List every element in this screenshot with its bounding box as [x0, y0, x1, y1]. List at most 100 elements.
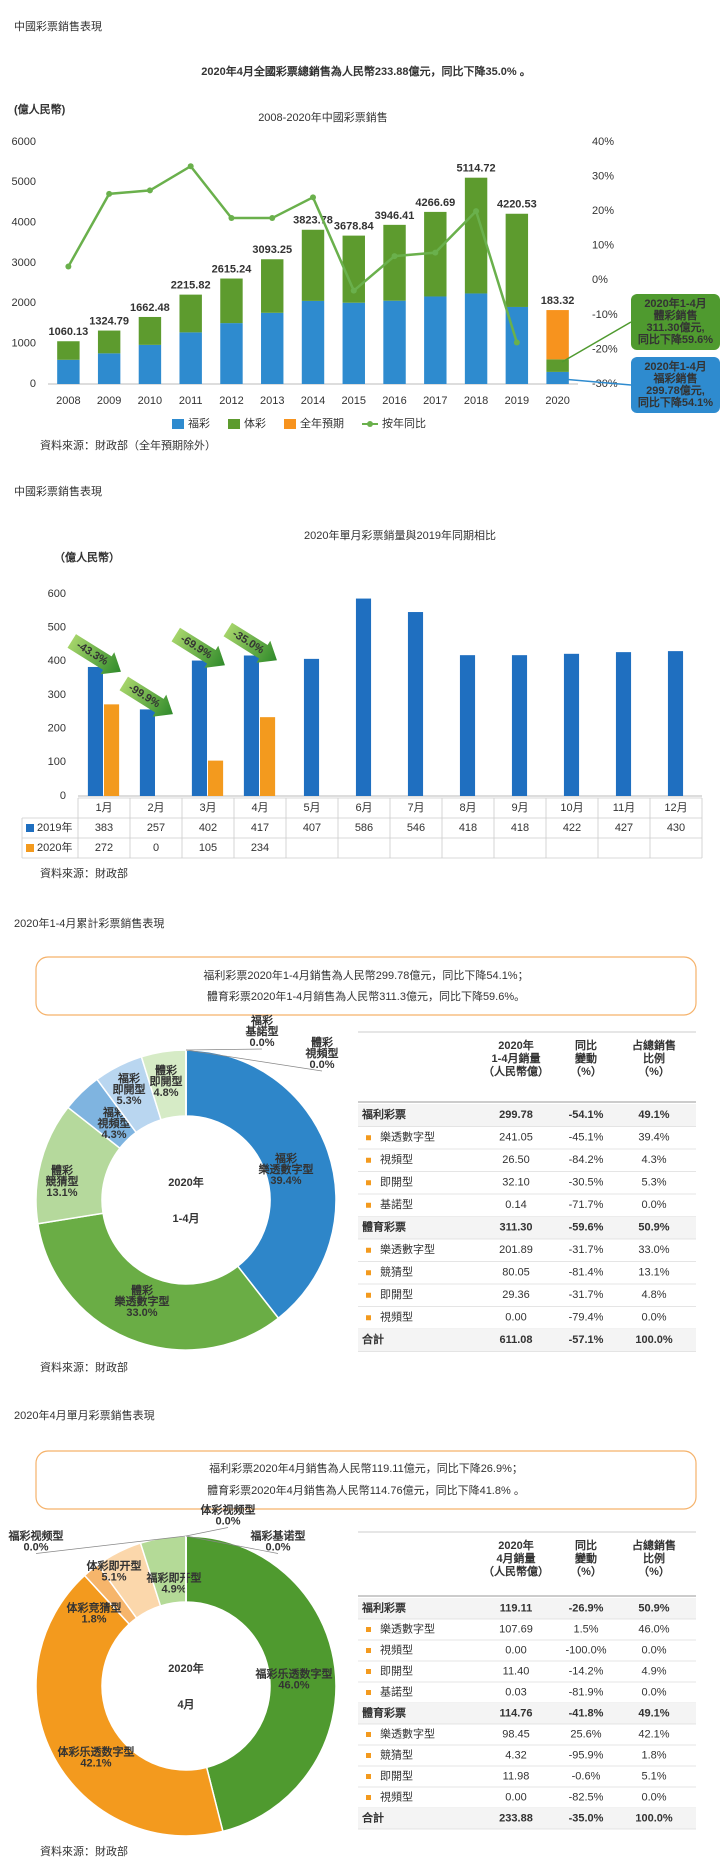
arrow-shape [67, 634, 121, 675]
total-label: 2615.24 [212, 263, 253, 275]
y2-tick-label: 0% [592, 274, 608, 286]
legend-swatch [26, 824, 34, 832]
table-row-bg [358, 1216, 696, 1239]
x-tick-label: 2014 [301, 395, 325, 407]
bar-segment [138, 344, 162, 384]
slice-label: 福彩视频型 [8, 1528, 64, 1542]
row-label: 體育彩票 [362, 1220, 406, 1234]
x-tick-label: 2011 [179, 395, 203, 407]
y2-tick-label: -30% [592, 378, 618, 390]
table-cell: -57.1% [569, 1334, 604, 1346]
table-cell: -71.7% [569, 1199, 604, 1211]
y-tick-label: 0 [30, 378, 36, 390]
table-value: 407 [303, 822, 321, 834]
slice-label: 福彩 [250, 1013, 273, 1027]
row-label: 合計 [362, 1332, 384, 1346]
x-tick-label: 5月 [303, 802, 320, 814]
row-label: 樂透數字型 [380, 1130, 435, 1144]
table-header: 4月銷量 [496, 1551, 535, 1565]
slice-label: 視頻型 [305, 1046, 339, 1060]
table-cell: -26.9% [569, 1602, 604, 1614]
slice-label: 13.1% [46, 1187, 77, 1199]
table-value: 427 [615, 822, 633, 834]
table-cell: 241.05 [499, 1132, 533, 1144]
table-cell: 119.11 [500, 1602, 532, 1614]
table-header: 比例 [643, 1051, 665, 1065]
table-cell: 13.1% [638, 1267, 669, 1279]
slice-label: 4.9% [161, 1583, 186, 1595]
row-bullet [366, 1753, 371, 1758]
table-row-bg [358, 1808, 696, 1829]
bar-segment [342, 302, 365, 384]
bar-segment [383, 224, 406, 301]
y-tick-label: 0 [60, 790, 66, 802]
table-cell: -81.4% [569, 1267, 604, 1279]
bar [355, 598, 372, 796]
row-bullet [366, 1270, 371, 1276]
table-header: （%） [570, 1065, 602, 1078]
table-value: 0 [153, 842, 159, 854]
row-bullet [366, 1690, 371, 1695]
slice-label: 體彩 [131, 1283, 153, 1297]
bar-segment [301, 229, 325, 301]
slice-label: 福彩基诺型 [250, 1528, 306, 1542]
donut-slice [185, 1535, 337, 1833]
total-label: 1060.13 [49, 326, 89, 338]
arrow-shape [171, 627, 225, 668]
table-cell: -31.7% [569, 1289, 604, 1301]
label-leader [35, 1535, 187, 1554]
table-cell: 5.3% [641, 1177, 666, 1189]
slice-label: 46.0% [278, 1679, 309, 1691]
x-tick-label: 9月 [511, 802, 528, 814]
y-tick-label: 1000 [12, 338, 36, 350]
table-header: 2020年 [498, 1038, 533, 1052]
chart-title: 2008-2020年中國彩票銷售 [258, 110, 388, 124]
table-value: 586 [355, 822, 373, 834]
table-header: 占總銷售 [632, 1538, 676, 1552]
x-tick-label: 7月 [407, 802, 424, 814]
legend-label: 体彩 [244, 416, 266, 430]
table-cell: 0.00 [505, 1312, 526, 1324]
line-point [350, 287, 357, 294]
summary-box [35, 956, 697, 1016]
table-header: 變動 [575, 1551, 597, 1565]
table-header: 變動 [575, 1051, 597, 1065]
x-tick-label: 2009 [97, 395, 121, 407]
row-label: 即開型 [380, 1175, 413, 1189]
legend-label: 2020年 [37, 840, 72, 854]
table-value: 257 [147, 822, 165, 834]
line-point [106, 190, 113, 197]
table-row-bg [358, 1703, 696, 1724]
callout-text: 299.78億元, [646, 383, 705, 397]
y-tick-label: 100 [48, 756, 66, 768]
y2-tick-label: 30% [592, 170, 614, 182]
table-cell: -30.5% [569, 1177, 604, 1189]
bar-segment [464, 293, 488, 384]
label-leader [185, 1527, 229, 1537]
y-tick-label: 5000 [12, 176, 36, 188]
row-label: 即開型 [380, 1768, 413, 1782]
table-value: 418 [511, 822, 529, 834]
table-cell: 311.30 [499, 1222, 532, 1234]
bar-segment [97, 330, 121, 354]
total-label: 5114.72 [456, 163, 495, 175]
slice-label: 4.8% [153, 1087, 178, 1099]
slice-label: 体彩即开型 [87, 1558, 142, 1572]
x-tick-label: 11月 [613, 802, 635, 814]
row-bullet [366, 1315, 371, 1321]
slice-label: 競猜型 [46, 1174, 79, 1188]
row-label: 基諾型 [380, 1684, 413, 1698]
legend-swatch [228, 419, 240, 429]
total-label: 4220.53 [497, 199, 537, 211]
table-header: （%） [638, 1565, 670, 1578]
table-cell: -79.4% [569, 1312, 604, 1324]
label-leader [185, 1048, 263, 1051]
x-tick-label: 1月 [95, 802, 112, 814]
bar [104, 704, 120, 796]
table-header: 2020年 [498, 1538, 533, 1552]
callout-box [631, 357, 720, 413]
y2-tick-label: 10% [592, 240, 614, 252]
table-value: 272 [95, 842, 113, 854]
row-label: 體育彩票 [362, 1705, 406, 1719]
